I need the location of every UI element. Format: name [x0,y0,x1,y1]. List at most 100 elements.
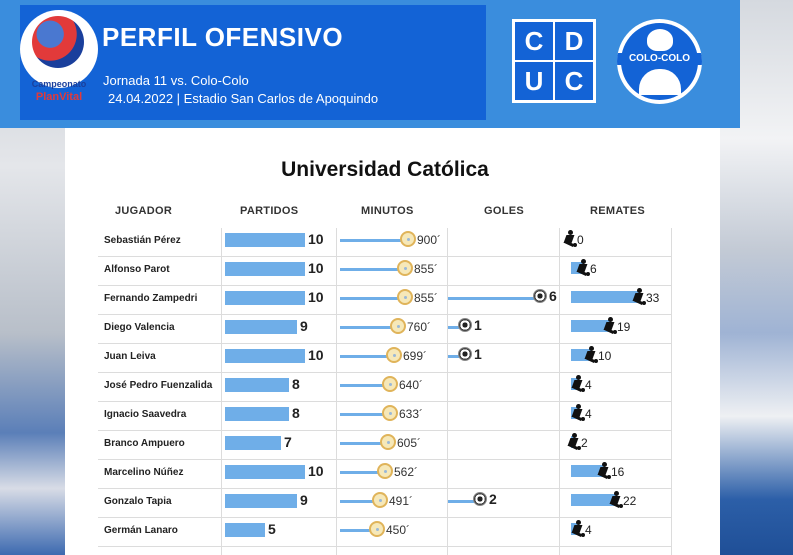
crest-letter: C [515,22,553,60]
crest-figure-body [639,69,681,95]
crest-colo-colo-text: COLO-COLO [617,53,702,65]
logo-line1: Campeonato [31,79,87,89]
goles-bar [448,355,463,358]
grid-line-horizontal [98,546,671,547]
kicker-part [576,404,581,409]
table-row: Juan Leiva 10 699´ 1 10 [0,343,793,372]
player-kick-icon [570,375,585,393]
clock-icon [397,289,413,305]
remates-value: 16 [611,465,625,479]
partidos-bar [225,436,281,450]
table-row: Branco Ampuero 7 605´ 2 [0,430,793,459]
minutos-bar [340,500,374,503]
table-row: Sebastián Pérez 10 900´ 0 [0,227,793,256]
table-row: Marcelino Núñez 10 562´ 16 [0,459,793,488]
grid-line-vertical [336,228,337,555]
remates-value: 33 [646,291,660,305]
partidos-value: 10 [308,289,324,305]
partidos-value: 10 [308,347,324,363]
table-row: Germán Lanaro 5 450´ 4 [0,517,793,546]
remates-value: 10 [598,349,612,363]
minutos-value: 855´ [414,262,439,276]
goles-bar [448,326,463,329]
kicker-part [573,243,577,247]
player-kick-icon [562,230,577,248]
minutos-bar [340,326,392,329]
minutos-bar [340,442,382,445]
col-header-partidos: PARTIDOS [240,205,299,217]
player-name: Diego Valencia [104,322,175,333]
grid-line-horizontal [98,285,671,286]
minutos-value: 605´ [397,436,422,450]
grid-line-horizontal [98,372,671,373]
match-info: Jornada 11 vs. Colo-Colo [103,73,249,88]
kicker-part [613,330,617,334]
player-name: José Pedro Fuenzalida [104,380,213,391]
clock-icon [386,347,402,363]
table-row: Alfonso Parot 10 855´ 6 [0,256,793,285]
table-row: Fernando Zampedri 10 855´ 6 33 [0,285,793,314]
grid-line-horizontal [98,314,671,315]
minutos-value: 633´ [399,407,424,421]
grid-line-horizontal [98,459,671,460]
kicker-part [586,272,590,276]
player-name: Fernando Zampedri [104,293,198,304]
minutos-value: 491´ [389,494,414,508]
kicker-part [594,359,598,363]
match-date-venue: 24.04.2022 | Estadio San Carlos de Apoqu… [108,91,379,106]
remates-bar [571,320,611,332]
partidos-value: 7 [284,434,292,450]
goles-bar [448,297,538,300]
col-header-remates: REMATES [590,205,646,217]
remates-value: 19 [617,320,631,334]
stats-card [65,128,720,555]
partidos-bar [225,465,305,479]
minutos-value: 855´ [414,291,439,305]
partidos-value: 10 [308,231,324,247]
minutos-value: 450´ [386,523,411,537]
grid-line-horizontal [98,430,671,431]
clock-icon [400,231,416,247]
grid-line-horizontal [98,343,671,344]
header-panel [20,5,486,120]
clock-icon [372,492,388,508]
remates-value: 4 [585,378,592,392]
clock-icon [390,318,406,334]
header: Campeonato PlanVital PERFIL OFENSIVO Jor… [0,0,740,128]
player-name: Branco Ampuero [104,438,185,449]
kicker-part [614,491,619,496]
partidos-value: 10 [308,463,324,479]
partidos-bar [225,233,305,247]
ball-icon [473,492,487,506]
kicker-part [572,433,577,438]
minutos-value: 640´ [399,378,424,392]
player-name: Marcelino Núñez [104,467,184,478]
logo-line2: PlanVital [35,91,83,103]
remates-value: 4 [585,523,592,537]
player-kick-icon [608,491,623,509]
minutos-bar [340,471,379,474]
player-kick-icon [570,520,585,538]
clock-icon [380,434,396,450]
minutos-value: 760´ [407,320,432,334]
player-name: Gonzalo Tapia [104,496,172,507]
player-kick-icon [631,288,646,306]
kicker-part [581,388,585,392]
remates-value: 4 [585,407,592,421]
grid-line-vertical [671,228,672,555]
partidos-value: 9 [300,492,308,508]
partidos-value: 8 [292,376,300,392]
partidos-bar [225,291,305,305]
remates-value: 0 [577,233,584,247]
partidos-bar [225,494,297,508]
player-name: Sebastián Pérez [104,235,181,246]
kicker-part [589,346,594,351]
crest-letter: D [555,22,593,60]
player-kick-icon [583,346,598,364]
kicker-part [576,375,581,380]
player-kick-icon [602,317,617,335]
remates-bar [571,465,605,477]
kicker-part [608,317,613,322]
kicker-part [581,533,585,537]
col-header-jugador: JUGADOR [115,205,173,217]
